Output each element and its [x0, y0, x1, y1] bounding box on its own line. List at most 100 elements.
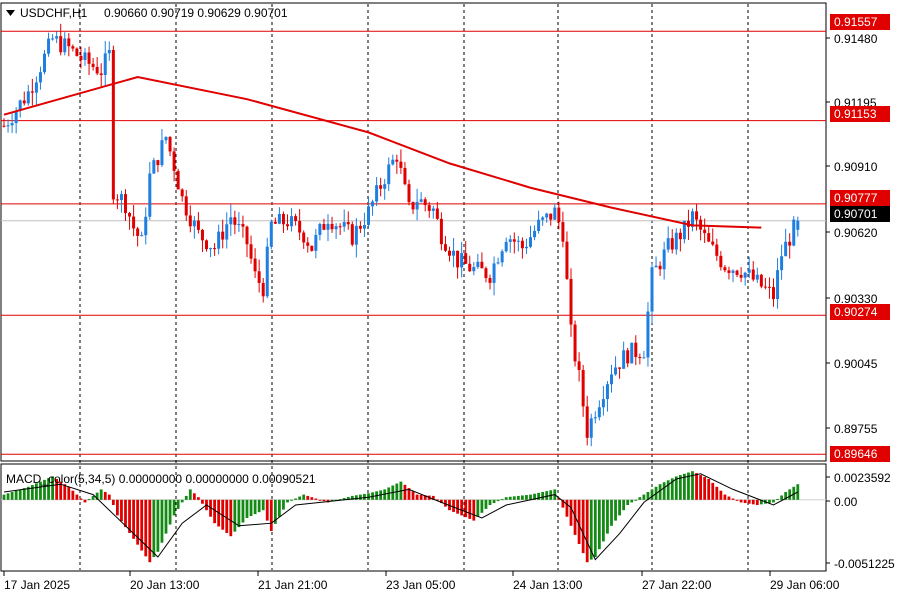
macd-bar	[302, 494, 306, 500]
candle-bull	[265, 246, 269, 297]
macd-bar	[759, 499, 763, 505]
macd-bar	[521, 495, 524, 500]
macd-bar	[152, 499, 156, 557]
macd-bar	[476, 499, 480, 517]
candle-bear	[294, 216, 298, 221]
candle-bull	[229, 217, 233, 225]
macd-bar	[314, 498, 318, 500]
level-lines[interactable]	[1, 30, 826, 455]
macd-bar	[504, 497, 508, 500]
macd-bar	[719, 490, 723, 500]
macd-bar	[63, 484, 67, 500]
candle-bear	[703, 229, 707, 234]
level-tag	[830, 304, 890, 320]
macd-bar	[30, 485, 34, 500]
price-tick: 0.89755	[834, 422, 878, 436]
candle-bull	[630, 342, 634, 364]
candle-bear	[249, 244, 253, 259]
macd-bar	[480, 499, 484, 513]
macd-bar	[735, 499, 739, 501]
candle-bull	[504, 241, 508, 252]
candle-bull	[387, 164, 391, 185]
macd-bar	[784, 492, 788, 500]
candle-bull	[362, 224, 366, 229]
candle-bull	[500, 251, 504, 263]
candle-bull	[152, 160, 156, 174]
macd-bar	[10, 492, 14, 500]
candle-bull	[545, 213, 549, 218]
time-tick: 23 Jan 05:00	[386, 578, 456, 592]
macd-tick: -0.0051225	[834, 557, 895, 571]
macd-bar	[529, 494, 532, 500]
macd-tick: 0.0023592	[834, 471, 891, 485]
candle-bull	[160, 140, 164, 166]
macd-bar	[350, 495, 354, 500]
macd-bar	[59, 481, 63, 500]
macd-bar	[500, 499, 504, 501]
macd-bar	[415, 494, 419, 500]
candle-bear	[281, 213, 285, 225]
macd-bar	[39, 481, 42, 500]
macd-bar	[711, 482, 715, 500]
candle-bull	[622, 350, 626, 369]
candle-bear	[759, 274, 763, 287]
candle-bull	[431, 208, 435, 211]
macd-bar	[278, 499, 281, 517]
candle-bear	[91, 63, 95, 67]
macd-bar	[423, 495, 427, 500]
macd-bar	[306, 495, 310, 500]
candle-bear	[751, 269, 755, 280]
candle-bear	[379, 185, 383, 189]
macd-bar	[22, 488, 26, 500]
candle-bear	[338, 226, 342, 228]
candle-bear	[124, 194, 127, 214]
candle-bull	[26, 91, 30, 104]
macd-bar	[776, 498, 779, 500]
macd-bar	[229, 499, 233, 537]
candle-bull	[119, 194, 123, 201]
macd-bar	[419, 494, 423, 500]
macd-bar	[269, 499, 273, 531]
candle-bear	[233, 217, 237, 225]
macd-bar	[47, 478, 50, 500]
candle-bear	[585, 406, 589, 438]
macd-bar	[444, 499, 447, 507]
macd-bar	[593, 499, 597, 557]
macd-bar	[107, 494, 111, 500]
macd-bar	[116, 499, 119, 516]
candle-bull	[731, 270, 735, 273]
price-panel[interactable]	[0, 2, 827, 462]
candle-bull	[14, 110, 18, 124]
macd-bar	[545, 491, 549, 500]
macd-bar	[14, 490, 18, 500]
candle-bear	[788, 241, 792, 246]
candle-bull	[496, 262, 500, 264]
candle-bull	[642, 357, 646, 359]
candle-bear	[213, 248, 217, 250]
level-tag	[830, 190, 890, 206]
candle-bull	[666, 238, 670, 250]
macd-bar	[731, 498, 735, 500]
macd-signal-line	[3, 473, 799, 561]
macd-bar	[168, 499, 172, 525]
candle-bear	[128, 213, 132, 217]
macd-bar	[172, 499, 176, 516]
symbol-menu-icon[interactable]	[6, 10, 15, 16]
macd-bar	[687, 472, 690, 500]
candle-bear	[468, 263, 472, 272]
macd-bar	[144, 499, 148, 557]
macd-bar	[488, 499, 492, 505]
candle-bull	[209, 248, 213, 250]
candle-bull	[419, 199, 423, 202]
candle-bear	[557, 207, 561, 223]
candle-bear	[658, 265, 662, 270]
ohlc-values: 0.90660 0.90719 0.90629 0.90701	[104, 6, 288, 20]
macd-bar	[431, 495, 435, 500]
macd-bar	[322, 499, 326, 502]
macd-bar	[614, 499, 617, 521]
candle-bear	[350, 224, 354, 245]
candle-bear	[512, 239, 516, 242]
candle-bear	[480, 261, 484, 269]
price-tick: 0.90330	[834, 292, 878, 306]
